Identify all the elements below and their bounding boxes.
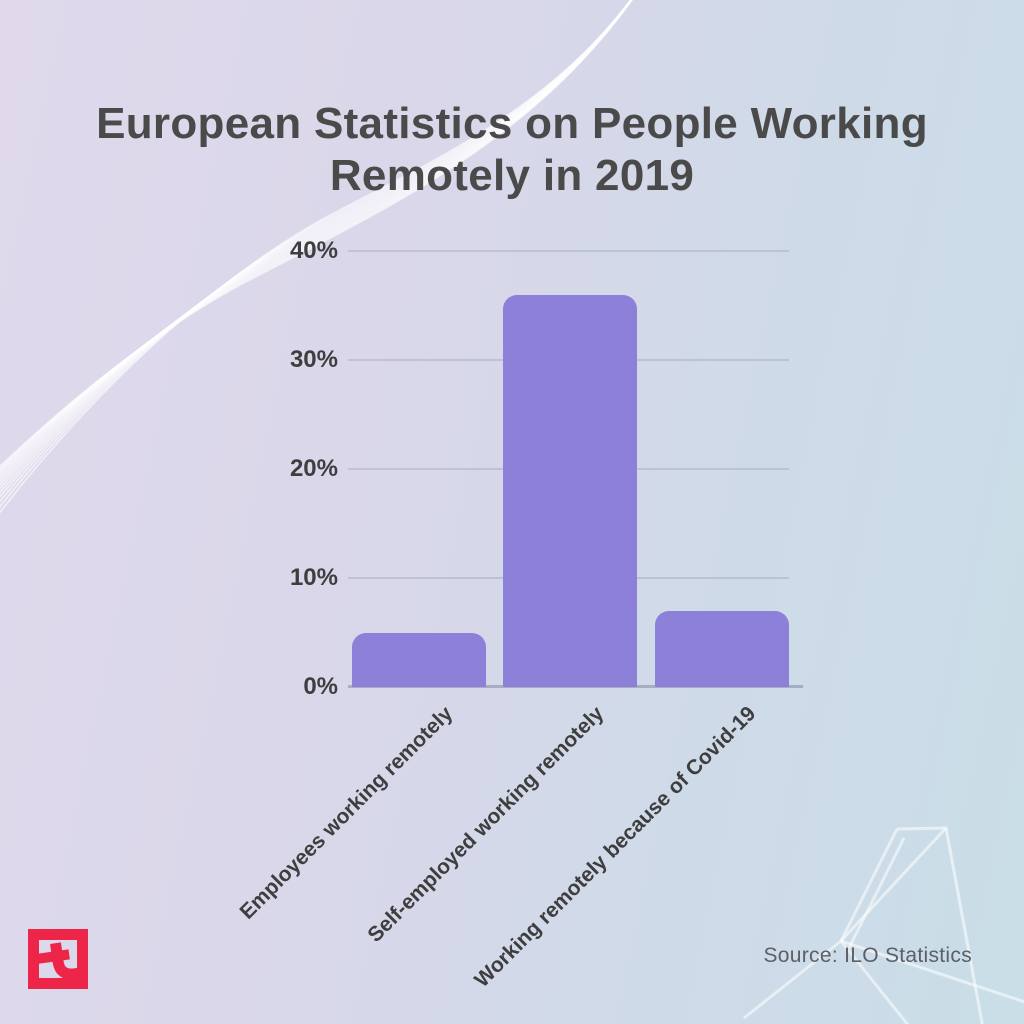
y-tick-label-40: 40% (289, 237, 338, 264)
source-note: Source: ILO Statistics (763, 944, 972, 967)
chart-title-line2: Remotely in 2019 (329, 150, 695, 200)
y-tick-label-20: 20% (289, 455, 338, 482)
bar-2 (503, 294, 637, 687)
chart-title: European Statistics on People Working Re… (0, 98, 1024, 202)
bar-1 (352, 632, 486, 687)
chart-title-line1: European Statistics on People Working (96, 99, 928, 148)
y-tick-label-30: 30% (289, 346, 338, 373)
x-category-label-1: Employees working remotely (235, 702, 458, 924)
y-tick-label-0: 0% (303, 673, 338, 700)
gridline-40 (348, 250, 789, 252)
x-category-label-2: Self-employed working remotely (363, 702, 609, 947)
logo-square-frame (28, 929, 88, 989)
logo-t-glyph (33, 942, 87, 980)
plot-area (348, 250, 803, 688)
x-category-label-3: Working remotely because of Covid-19 (470, 702, 761, 992)
template-logo (28, 929, 88, 989)
bar-3 (655, 610, 789, 687)
y-tick-label-10: 10% (289, 564, 338, 591)
